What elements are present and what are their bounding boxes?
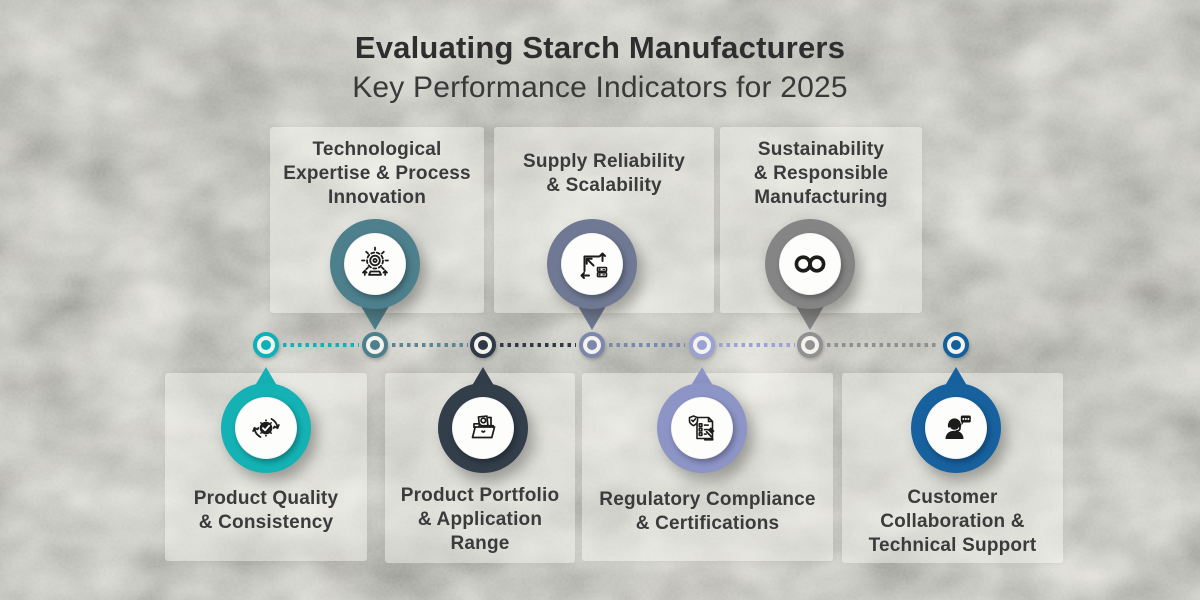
pin-bubble xyxy=(330,219,420,309)
label-line: Supply Reliability xyxy=(523,151,685,172)
page-subtitle: Key Performance Indicators for 2025 xyxy=(352,71,848,104)
pin-disc xyxy=(452,397,514,459)
label-line: Innovation xyxy=(327,187,427,208)
pin-disc xyxy=(235,397,297,459)
timeline-segment xyxy=(392,343,468,347)
pin-bubble xyxy=(547,219,637,309)
marker-dot xyxy=(697,340,707,350)
infinity-icon xyxy=(794,255,826,273)
label-line: Collaboration & xyxy=(880,511,1025,532)
scale-arrows-icon xyxy=(580,252,608,279)
timeline-segment xyxy=(719,343,795,347)
label-line: Regulatory Compliance xyxy=(599,489,816,510)
item-label-supply: Supply Reliability & Scalability xyxy=(494,150,714,198)
pin-bubble xyxy=(911,383,1001,473)
pin-bubble xyxy=(657,383,747,473)
label-line: Range xyxy=(450,533,510,554)
label-line: & Consistency xyxy=(198,512,334,533)
pin-disc xyxy=(561,233,623,295)
pin-bubble xyxy=(221,383,311,473)
item-label-customer: Customer Collaboration & Technical Suppo… xyxy=(842,486,1063,558)
timeline-marker-technological xyxy=(362,332,388,358)
item-label-technological: Technological Expertise & Process Innova… xyxy=(270,138,484,210)
label-line: & Application xyxy=(417,509,543,530)
timeline-marker-product-quality xyxy=(253,332,279,358)
item-label-sustainability: Sustainability & Responsible Manufacturi… xyxy=(720,138,922,210)
label-line: Product Portfolio xyxy=(400,485,560,506)
support-agent-icon xyxy=(945,415,971,439)
pin-bubble xyxy=(765,219,855,309)
timeline-segment xyxy=(827,343,939,347)
timeline-segment xyxy=(500,343,576,347)
pin-disc xyxy=(671,397,733,459)
item-label-regulatory: Regulatory Compliance & Certifications xyxy=(582,488,833,536)
label-line: & Responsible xyxy=(753,163,889,184)
label-line: Manufacturing xyxy=(754,187,888,208)
label-line: Sustainability xyxy=(757,139,885,160)
pin-disc xyxy=(344,233,406,295)
marker-dot xyxy=(587,340,597,350)
label-line: Technical Support xyxy=(868,535,1037,556)
label-line: & Certifications xyxy=(635,513,780,534)
marker-dot xyxy=(370,340,380,350)
timeline-marker-supply xyxy=(579,332,605,358)
timeline-marker-product-portfolio xyxy=(470,332,496,358)
label-line: Customer xyxy=(907,487,998,508)
gear-innovation-icon xyxy=(361,246,389,276)
item-label-product-quality: Product Quality & Consistency xyxy=(165,487,367,535)
marker-dot xyxy=(951,340,961,350)
pin-bubble xyxy=(438,383,528,473)
pin-disc xyxy=(779,233,841,295)
timeline-marker-regulatory xyxy=(689,332,715,358)
timeline-segment xyxy=(609,343,685,347)
folder-documents-icon xyxy=(471,415,496,439)
pin-disc xyxy=(925,397,987,459)
timeline-marker-customer xyxy=(943,332,969,358)
page-title: Evaluating Starch Manufacturers xyxy=(354,30,846,65)
timeline-marker-sustainability xyxy=(797,332,823,358)
compliance-document-icon xyxy=(688,415,715,441)
timeline-segment xyxy=(283,343,359,347)
label-line: Expertise & Process xyxy=(283,163,471,184)
label-line: Technological xyxy=(312,139,442,160)
marker-dot xyxy=(805,340,815,350)
gear-check-cycle-icon xyxy=(252,418,280,438)
label-line: Product Quality xyxy=(193,488,339,509)
label-line: & Scalability xyxy=(546,175,662,196)
marker-dot xyxy=(261,340,271,350)
marker-dot xyxy=(478,340,488,350)
item-label-product-portfolio: Product Portfolio & Application Range xyxy=(385,484,575,556)
